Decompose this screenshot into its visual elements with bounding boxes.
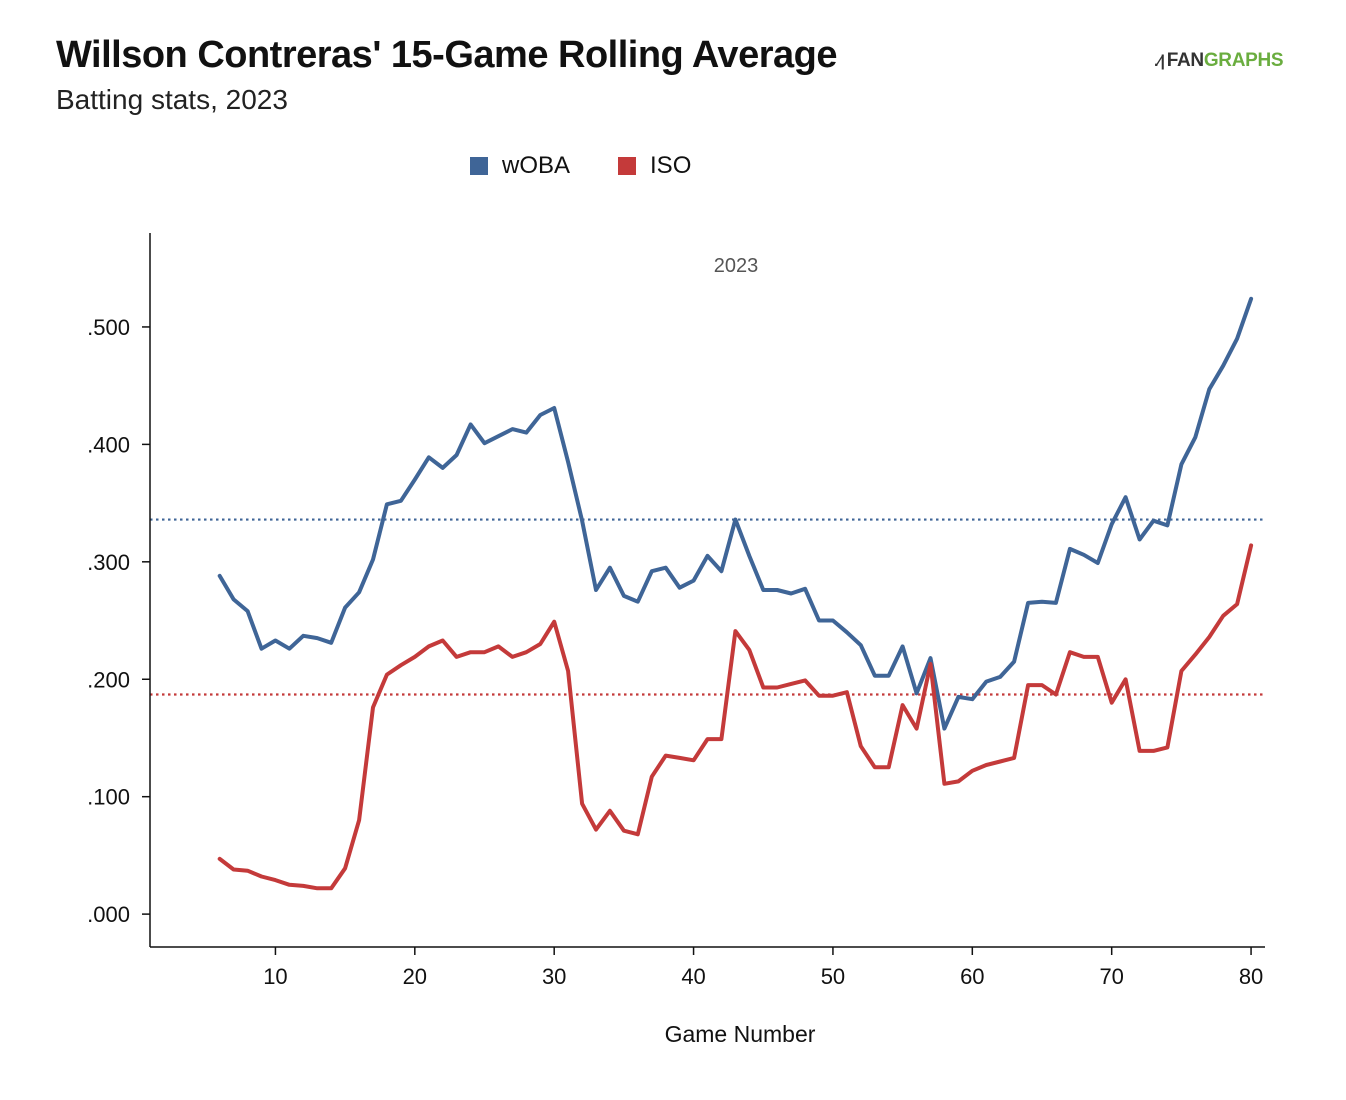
x-tick-label: 30 bbox=[542, 964, 566, 989]
y-tick-label: .200 bbox=[87, 667, 130, 692]
x-tick-label: 40 bbox=[681, 964, 705, 989]
legend-label-woba: wOBA bbox=[502, 152, 571, 179]
legend-swatch-iso bbox=[618, 157, 637, 175]
y-tick-label: .300 bbox=[87, 550, 130, 575]
legend: wOBA ISO bbox=[470, 152, 691, 180]
chart-subtitle: Batting stats, 2023 bbox=[56, 84, 288, 115]
legend-swatch-woba bbox=[470, 157, 488, 175]
series-line-iso[interactable] bbox=[217, 543, 1254, 891]
series-lines bbox=[217, 296, 1254, 891]
panel-label: 2023 bbox=[714, 255, 759, 277]
legend-label-iso: ISO bbox=[650, 152, 692, 179]
x-tick-label: 70 bbox=[1099, 964, 1123, 989]
y-tick-label: .500 bbox=[87, 315, 130, 340]
x-tick-label: 20 bbox=[403, 964, 427, 989]
average-lines bbox=[150, 518, 1265, 696]
x-tick-label: 80 bbox=[1239, 964, 1263, 989]
y-tick-label: .000 bbox=[87, 902, 130, 927]
batter-icon: .⁄| bbox=[1154, 53, 1165, 70]
y-tick-label: .100 bbox=[87, 785, 130, 810]
y-tick-label: .400 bbox=[87, 432, 130, 457]
x-tick-label: 60 bbox=[960, 964, 984, 989]
legend-item-iso[interactable]: ISO bbox=[618, 152, 691, 180]
y-ticks: .000 .100 .200 .300 .400 .500 bbox=[87, 315, 150, 927]
x-ticks: 10 20 30 40 50 60 70 80 bbox=[263, 947, 1263, 989]
fangraphs-logo[interactable]: .⁄| FANGRAPHS bbox=[1154, 50, 1284, 71]
axes bbox=[149, 233, 1265, 948]
x-tick-label: 10 bbox=[263, 964, 287, 989]
chart-title: Willson Contreras' 15-Game Rolling Avera… bbox=[56, 34, 837, 76]
series-line-woba[interactable] bbox=[217, 296, 1254, 731]
x-axis-title: Game Number bbox=[665, 1021, 816, 1047]
x-tick-label: 50 bbox=[821, 964, 845, 989]
legend-item-woba[interactable]: wOBA bbox=[470, 152, 570, 180]
